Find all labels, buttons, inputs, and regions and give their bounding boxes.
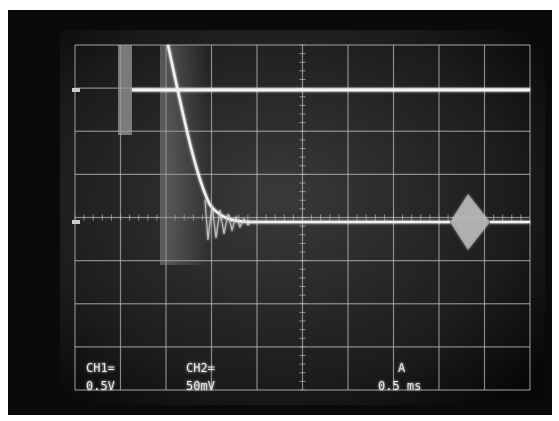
ch2-scale: 50mV [186, 379, 215, 393]
ch1-scale: 0.5V [86, 379, 115, 393]
ch2-ground-marker [72, 220, 80, 224]
readouts: CH1= 0.5V CH2= 50mV A 0.5 ms [86, 361, 421, 393]
timebase-scale: 0.5 ms [378, 379, 421, 393]
ch1-label: CH1= [86, 361, 115, 375]
ch2-label: CH2= [186, 361, 215, 375]
ch2-decay-trace [166, 44, 450, 224]
ch1-ground-marker [72, 88, 80, 92]
ch2-burst [450, 194, 490, 250]
ch2-decay-haze [160, 45, 210, 265]
ch2-ringing [204, 199, 253, 241]
traces [132, 44, 530, 250]
ch1-marker-burst [118, 45, 132, 135]
timebase-label: A [398, 361, 406, 375]
